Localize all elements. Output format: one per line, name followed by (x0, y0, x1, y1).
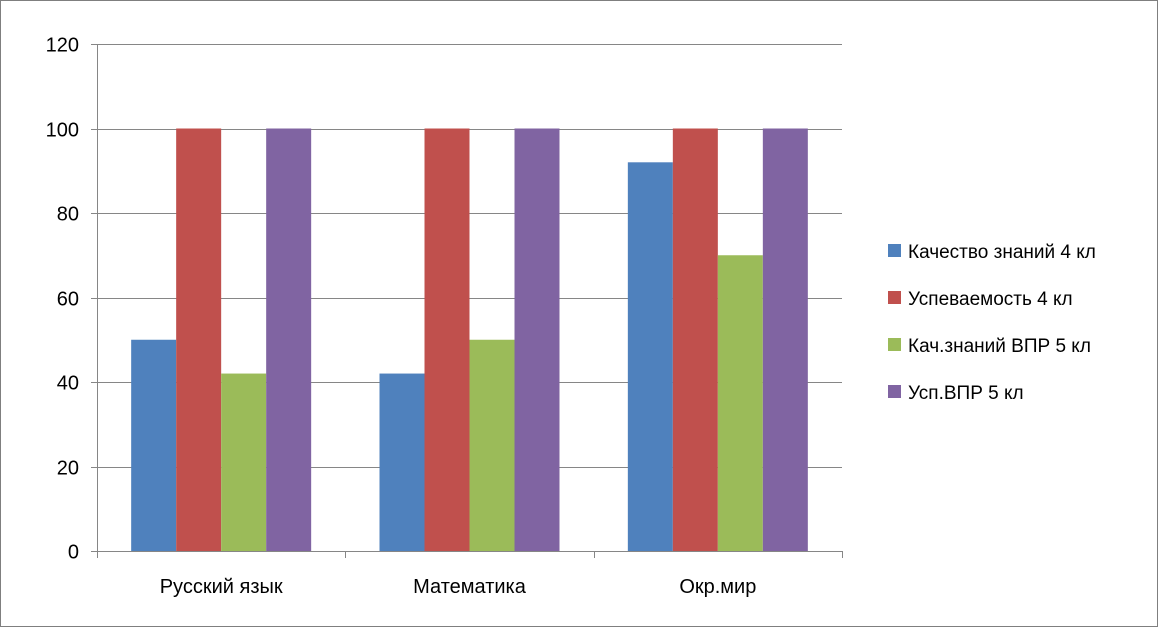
bar (514, 128, 560, 551)
bar (672, 128, 718, 551)
y-tick-label: 0 (68, 542, 79, 564)
legend: Качество знаний 4 кл Успеваемость 4 кл Кач… (888, 242, 1096, 404)
y-tick-label: 120 (46, 35, 79, 57)
bar (131, 339, 177, 551)
legend-label: Качество знаний 4 кл (908, 242, 1096, 263)
y-tick-label: 40 (57, 373, 79, 395)
axes: 0 20 40 60 80 100 120 Русский язык Математика Окр… (46, 35, 843, 598)
bar (176, 128, 222, 551)
legend-label: Кач.знаний ВПР 5 кл (908, 336, 1091, 357)
bar (469, 339, 515, 551)
legend-label: Усп.ВПР 5 кл (908, 383, 1024, 404)
bar (762, 128, 808, 551)
bar (266, 128, 312, 551)
y-tick-label: 80 (57, 204, 79, 226)
bar (379, 373, 425, 551)
bar (221, 373, 267, 551)
legend-label: Успеваемость 4 кл (908, 289, 1073, 310)
bar (424, 128, 470, 551)
legend-swatch (888, 338, 901, 351)
legend-swatch (888, 244, 901, 257)
x-category-label: Русский язык (160, 576, 283, 598)
x-category-label: Математика (413, 576, 527, 598)
legend-swatch (888, 385, 901, 398)
legend-swatch (888, 291, 901, 304)
x-category-label: Окр.мир (679, 576, 756, 598)
bar (717, 255, 763, 551)
bar (627, 162, 673, 552)
bars (131, 128, 808, 552)
y-tick-label: 60 (57, 289, 79, 311)
y-tick-label: 100 (46, 120, 79, 142)
y-tick-label: 20 (57, 458, 79, 480)
